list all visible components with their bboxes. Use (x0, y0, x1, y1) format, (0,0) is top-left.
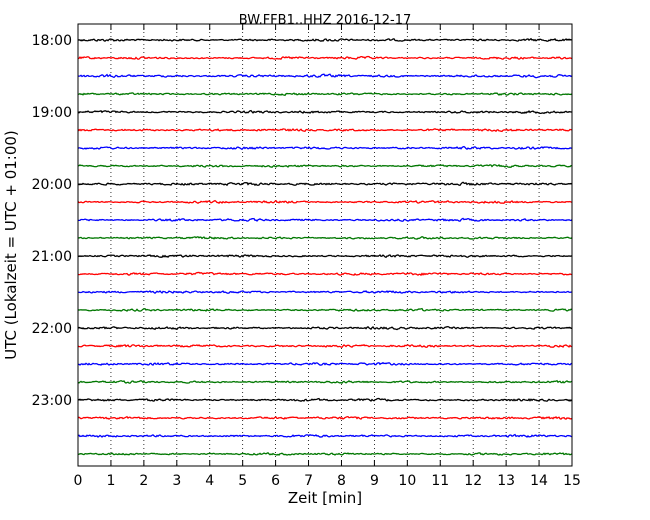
x-tick-label: 2 (139, 473, 148, 489)
seismic-trace (77, 379, 573, 384)
x-tick-label: 8 (337, 473, 346, 489)
seismic-trace (77, 181, 573, 187)
plot-frame (77, 23, 573, 467)
seismic-trace (77, 290, 573, 294)
y-tick-label: 20:00 (32, 177, 72, 193)
y-tick-label: 18:00 (32, 33, 72, 49)
x-axis-ticks: 0 1 2 3 4 5 6 7 8 9 10 11 12 13 14 15 (74, 24, 581, 489)
seismic-trace (77, 73, 573, 79)
y-tick-label: 21:00 (32, 249, 72, 265)
x-tick-label: 6 (271, 473, 280, 489)
x-tick-label: 11 (431, 473, 449, 489)
seismic-trace (77, 361, 573, 366)
x-tick-label: 10 (398, 473, 416, 489)
seismic-trace (77, 307, 573, 312)
seismic-trace (77, 397, 573, 403)
y-axis-ticks: 18:00 19:00 20:00 21:00 22:00 23:00 (32, 33, 572, 409)
x-tick-label: 4 (205, 473, 214, 489)
vertical-grid (110, 24, 540, 466)
seismic-trace (77, 236, 573, 240)
seismic-trace (77, 109, 573, 115)
seismic-trace (77, 145, 573, 151)
trace-group (77, 37, 573, 456)
x-axis-label: Zeit [min] (288, 489, 362, 507)
seismic-trace (77, 271, 573, 277)
y-tick-label: 22:00 (32, 321, 72, 337)
x-tick-label: 0 (74, 473, 83, 489)
y-tick-label: 19:00 (32, 105, 72, 121)
seismic-trace (77, 128, 573, 133)
seismic-trace (77, 55, 573, 60)
seismic-trace (77, 164, 573, 169)
x-tick-label: 14 (530, 473, 548, 489)
seismic-trace (77, 415, 573, 420)
seismic-trace (77, 92, 573, 97)
seismic-trace (77, 433, 573, 438)
seismic-trace (77, 325, 573, 331)
y-tick-label: 23:00 (32, 393, 72, 409)
x-tick-label: 12 (464, 473, 482, 489)
x-tick-label: 15 (563, 473, 581, 489)
seismic-trace (77, 199, 573, 205)
chart-title: BW.FFB1..HHZ 2016-12-17 (239, 13, 412, 28)
seismic-trace (77, 344, 573, 349)
x-tick-label: 7 (304, 473, 313, 489)
x-tick-label: 9 (370, 473, 379, 489)
seismic-trace (77, 217, 573, 222)
x-tick-label: 1 (106, 473, 115, 489)
x-tick-label: 3 (172, 473, 181, 489)
y-axis-label: UTC (Lokalzeit = UTC + 01:00) (2, 130, 20, 360)
seismic-trace (77, 254, 573, 259)
x-tick-label: 5 (238, 473, 247, 489)
seismic-trace (77, 452, 573, 456)
x-tick-label: 13 (497, 473, 515, 489)
seismic-trace (77, 37, 573, 43)
